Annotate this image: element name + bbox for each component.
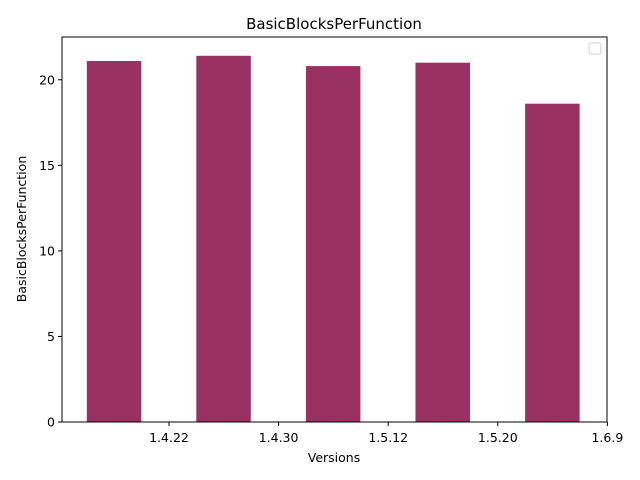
chart-title: BasicBlocksPerFunction: [246, 15, 422, 33]
x-tick-label: 1.5.12: [368, 430, 408, 445]
y-tick-label: 20: [39, 72, 55, 87]
bar-1.4.22: [86, 61, 142, 422]
bar-1.6.9: [525, 103, 580, 422]
x-tick-label: 1.4.22: [149, 430, 189, 445]
bar-1.5.20: [415, 62, 470, 422]
legend-box: [588, 42, 602, 55]
y-tick-label: 5: [47, 329, 55, 344]
x-tick-label: 1.6.9: [591, 430, 623, 445]
y-tick-label: 15: [39, 158, 55, 173]
y-axis-ticks: 0 5 10 15 20: [39, 72, 62, 430]
x-tick-label: 1.5.20: [478, 430, 518, 445]
y-tick-label: 0: [47, 415, 55, 430]
bar-1.5.12: [305, 66, 361, 422]
y-tick-label: 10: [39, 243, 55, 258]
x-tick-label: 1.4.30: [259, 430, 299, 445]
bar-1.4.30: [196, 55, 251, 423]
bars-group: [86, 55, 580, 423]
plot-frame: [61, 36, 608, 423]
x-axis-ticks: 1.4.22 1.4.30 1.5.12 1.5.20 1.6.9: [149, 422, 623, 445]
y-axis-title: BasicBlocksPerFunction: [14, 156, 29, 303]
x-axis-title: Versions: [308, 450, 360, 465]
